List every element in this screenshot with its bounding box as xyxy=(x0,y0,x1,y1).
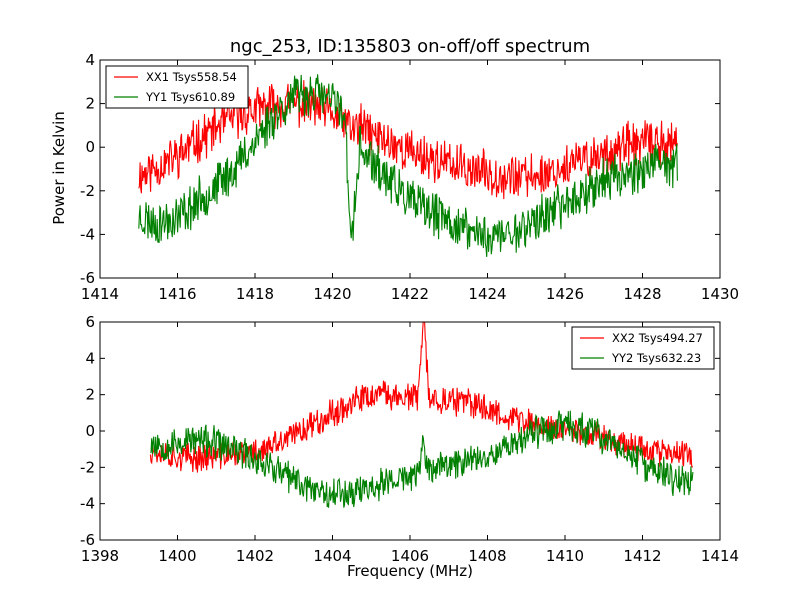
legend-label: YY1 Tsys610.89 xyxy=(145,90,235,104)
series-line-2-2 xyxy=(150,410,694,508)
x-tick-label: 1426 xyxy=(546,285,584,303)
y-tick-label: -6 xyxy=(80,269,95,287)
y-tick-label: 0 xyxy=(85,138,95,156)
x-tick-label: 1414 xyxy=(701,547,739,565)
x-tick-label: 1412 xyxy=(623,547,661,565)
x-tick-label: 1414 xyxy=(81,285,119,303)
y-axis-label: Power in Kelvin xyxy=(50,111,68,225)
x-tick-label: 1424 xyxy=(468,285,506,303)
x-tick-label: 1428 xyxy=(623,285,661,303)
y-tick-label: 2 xyxy=(85,386,95,404)
x-tick-label: 1430 xyxy=(701,285,739,303)
legend: XX2 Tsys494.27 YY2 Tsys632.23 xyxy=(571,326,715,370)
x-tick-label: 1410 xyxy=(546,547,584,565)
x-tick-label: 1408 xyxy=(468,547,506,565)
legend-label: YY2 Tsys632.23 xyxy=(611,351,701,365)
legend-box xyxy=(105,65,249,109)
x-tick-label: 1416 xyxy=(158,285,196,303)
y-tick-label: -4 xyxy=(80,495,95,513)
chart-title: ngc_253, ID:135803 on-off/off spectrum xyxy=(230,36,590,57)
legend-label: XX2 Tsys494.27 xyxy=(612,331,703,345)
x-axis-label: Frequency (MHz) xyxy=(347,562,473,580)
legend: XX1 Tsys558.54 YY1 Tsys610.89 xyxy=(105,65,249,109)
y-tick-label: 4 xyxy=(85,349,95,367)
y-tick-label: -2 xyxy=(80,458,95,476)
x-tick-label: 1398 xyxy=(81,547,119,565)
x-tick-label: 1406 xyxy=(391,547,429,565)
y-tick-label: -6 xyxy=(80,531,95,549)
y-tick-label: 4 xyxy=(85,51,95,69)
x-tick-label: 1418 xyxy=(236,285,274,303)
x-tick-label: 1404 xyxy=(313,547,351,565)
y-tick-label: 2 xyxy=(85,95,95,113)
legend-label: XX1 Tsys558.54 xyxy=(146,70,237,84)
y-tick-label: -4 xyxy=(80,225,95,243)
y-tick-label: 6 xyxy=(85,313,95,331)
y-tick-label: 0 xyxy=(85,422,95,440)
x-tick-label: 1400 xyxy=(158,547,196,565)
series-line-1-2 xyxy=(138,74,678,257)
x-tick-label: 1420 xyxy=(313,285,351,303)
y-tick-label: -2 xyxy=(80,182,95,200)
top-plot: 1414 1416 1418 1420 1422 1424 1426 1428 1430 -6 -4… xyxy=(80,51,739,303)
legend-box xyxy=(571,326,715,370)
x-tick-label: 1402 xyxy=(236,547,274,565)
bottom-plot: 1398 1400 1402 1404 1406 1408 1410 1412 1414 -6 -4… xyxy=(80,313,739,565)
x-tick-label: 1422 xyxy=(391,285,429,303)
